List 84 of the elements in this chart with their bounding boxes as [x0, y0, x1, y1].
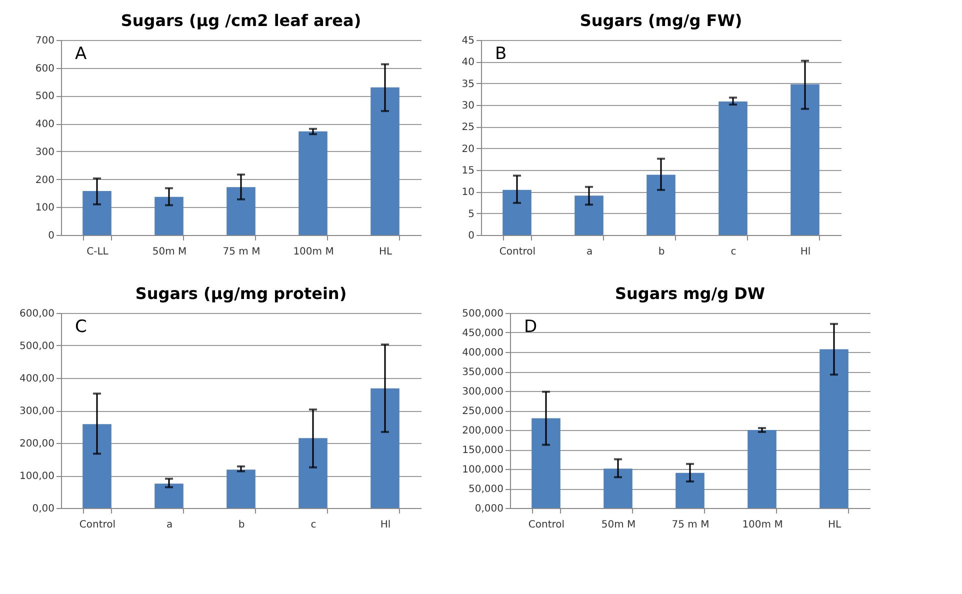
bar — [226, 470, 256, 508]
x-tick-label: b — [238, 520, 245, 530]
x-tick-label: 75 m M — [222, 246, 260, 258]
bar — [676, 472, 704, 508]
x-tick-label: C-LL — [86, 246, 109, 258]
y-tick-label: 35 — [462, 78, 474, 90]
chart-title: Sugars (mg/g FW) — [580, 11, 742, 30]
x-tick-label: HL — [828, 520, 842, 530]
y-tick-label: 500 — [35, 91, 54, 102]
x-tick-label: Control — [528, 520, 565, 530]
bar — [646, 174, 676, 235]
y-tick-label: 25 — [462, 122, 474, 134]
y-tick-label: 250,000 — [462, 406, 504, 417]
annotation: C — [75, 317, 87, 337]
y-tick-label: 15 — [462, 166, 474, 176]
y-tick-label: 200 — [35, 174, 54, 186]
x-tick-label: 100m M — [293, 246, 334, 258]
annotation: A — [75, 44, 87, 64]
y-tick-label: 150,000 — [462, 445, 504, 456]
x-tick-label: a — [586, 246, 593, 258]
y-tick-label: 450,000 — [462, 328, 504, 339]
y-tick-label: 400 — [35, 119, 54, 130]
x-tick-label: Control — [499, 246, 536, 258]
y-tick-label: 200,000 — [462, 426, 504, 436]
y-tick-label: 300 — [35, 146, 54, 158]
bar — [502, 190, 532, 235]
bar — [718, 102, 748, 235]
y-tick-label: 50,000 — [468, 484, 504, 495]
y-tick-label: 30 — [462, 100, 474, 112]
annotation: D — [524, 317, 538, 337]
bar — [82, 424, 112, 508]
x-tick-label: HL — [378, 246, 392, 258]
x-tick-label: Hl — [380, 520, 391, 530]
bar — [532, 418, 560, 508]
annotation: B — [495, 44, 507, 64]
y-tick-label: 600,00 — [20, 308, 54, 320]
x-tick-label: 50m M — [601, 520, 636, 530]
bar — [226, 187, 256, 235]
x-tick-label: 100m M — [742, 520, 783, 530]
y-tick-label: 600 — [35, 63, 54, 74]
y-tick-label: 300,000 — [462, 386, 504, 398]
y-tick-label: 350,000 — [462, 367, 504, 378]
y-tick-label: 10 — [462, 187, 474, 198]
chart-title: Sugars mg/g DW — [614, 284, 766, 303]
bar — [370, 388, 400, 508]
bar — [154, 484, 184, 508]
y-tick-label: 400,000 — [462, 348, 504, 358]
x-tick-label: c — [310, 520, 316, 530]
bar — [748, 430, 776, 508]
y-tick-label: 45 — [462, 36, 474, 46]
bar — [298, 131, 328, 235]
y-tick-label: 200,00 — [20, 438, 54, 450]
y-tick-label: 700 — [35, 36, 54, 46]
y-tick-label: 300,00 — [20, 406, 54, 417]
bar — [154, 196, 184, 235]
x-tick-label: Control — [79, 520, 116, 530]
bar — [298, 438, 328, 508]
y-tick-label: 20 — [462, 144, 474, 155]
bar — [82, 190, 112, 235]
y-tick-label: 0 — [48, 230, 54, 242]
x-tick-label: 50m M — [152, 246, 187, 258]
y-tick-label: 400,00 — [20, 374, 54, 384]
bar — [820, 349, 848, 508]
y-tick-label: 5 — [468, 208, 474, 220]
chart-title: Sugars (µg/mg protein) — [135, 284, 347, 303]
chart-title: Sugars (µg /cm2 leaf area) — [120, 11, 362, 30]
bar — [604, 468, 632, 508]
bar — [790, 84, 820, 235]
y-tick-label: 0,000 — [474, 504, 504, 514]
y-tick-label: 100,000 — [462, 464, 504, 476]
y-tick-label: 500,000 — [462, 308, 504, 320]
y-tick-label: 0,00 — [32, 504, 54, 514]
x-tick-label: a — [166, 520, 173, 530]
x-tick-label: c — [730, 246, 736, 258]
x-tick-label: 75 m M — [672, 520, 710, 530]
x-tick-label: b — [658, 246, 665, 258]
y-tick-label: 500,00 — [20, 341, 54, 352]
y-tick-label: 40 — [462, 57, 474, 68]
bar — [574, 196, 604, 235]
y-tick-label: 100 — [35, 202, 54, 214]
y-tick-label: 100,00 — [20, 471, 54, 482]
bar — [370, 87, 400, 235]
x-tick-label: Hl — [800, 246, 811, 258]
y-tick-label: 0 — [468, 230, 474, 242]
